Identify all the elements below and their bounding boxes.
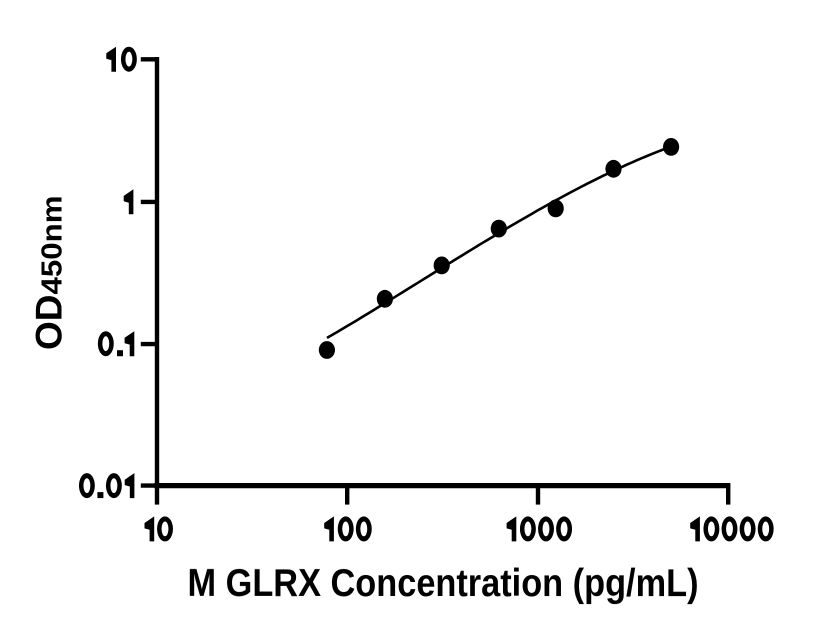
svg-text:M GLRX Concentration (pg/mL): M GLRX Concentration (pg/mL) [187, 562, 698, 605]
svg-text:OD450nm: OD450nm [29, 196, 70, 351]
